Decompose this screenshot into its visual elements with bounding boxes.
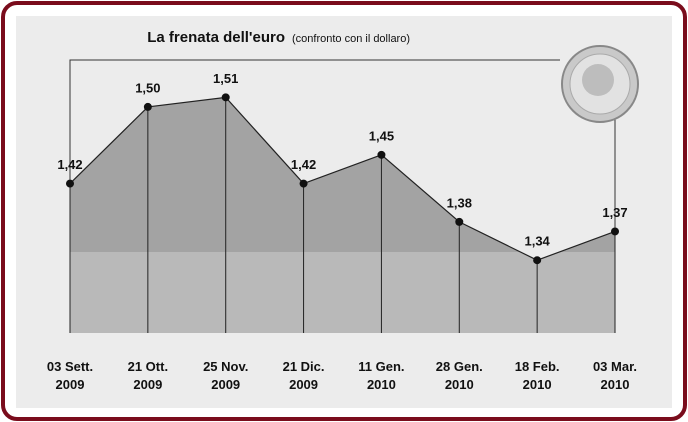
value-label: 1,38 (447, 195, 472, 210)
area-band (70, 252, 615, 333)
value-label: 1,51 (213, 71, 238, 86)
chart-subtitle: (confronto con il dollaro) (292, 33, 410, 45)
x-tick-label: 25 Nov. 2009 (203, 359, 249, 392)
point (299, 179, 308, 188)
x-tick-label: 21 Dic. 2009 (282, 359, 325, 392)
x-tick-label: 03 Sett. 2009 (46, 359, 94, 392)
coin (561, 45, 639, 123)
point (143, 102, 152, 111)
x-tick-label: 03 Mar. 2010 (592, 359, 638, 392)
point (611, 227, 619, 236)
x-tick-label: 11 Gen. 2010 (358, 359, 405, 392)
point (221, 93, 230, 102)
area-line (69, 96, 616, 261)
value-label: 1,42 (57, 157, 82, 172)
chart-title: La frenata dell'euro (147, 29, 285, 46)
point (66, 179, 74, 188)
x-tick-label: 21 Ott. 2009 (127, 359, 169, 392)
point (377, 150, 386, 159)
outline (69, 59, 560, 182)
x-tick-label: 18 Feb. 2010 (514, 359, 560, 392)
value-label: 1,50 (135, 80, 160, 95)
value-label: 1,37 (602, 205, 627, 220)
point (533, 256, 542, 265)
x-tick-label: 28 Gen. 2010 (435, 359, 483, 392)
point (455, 217, 464, 226)
value-label: 1,45 (369, 128, 394, 143)
value-label: 1,34 (524, 234, 550, 249)
value-label: 1,42 (291, 157, 316, 172)
